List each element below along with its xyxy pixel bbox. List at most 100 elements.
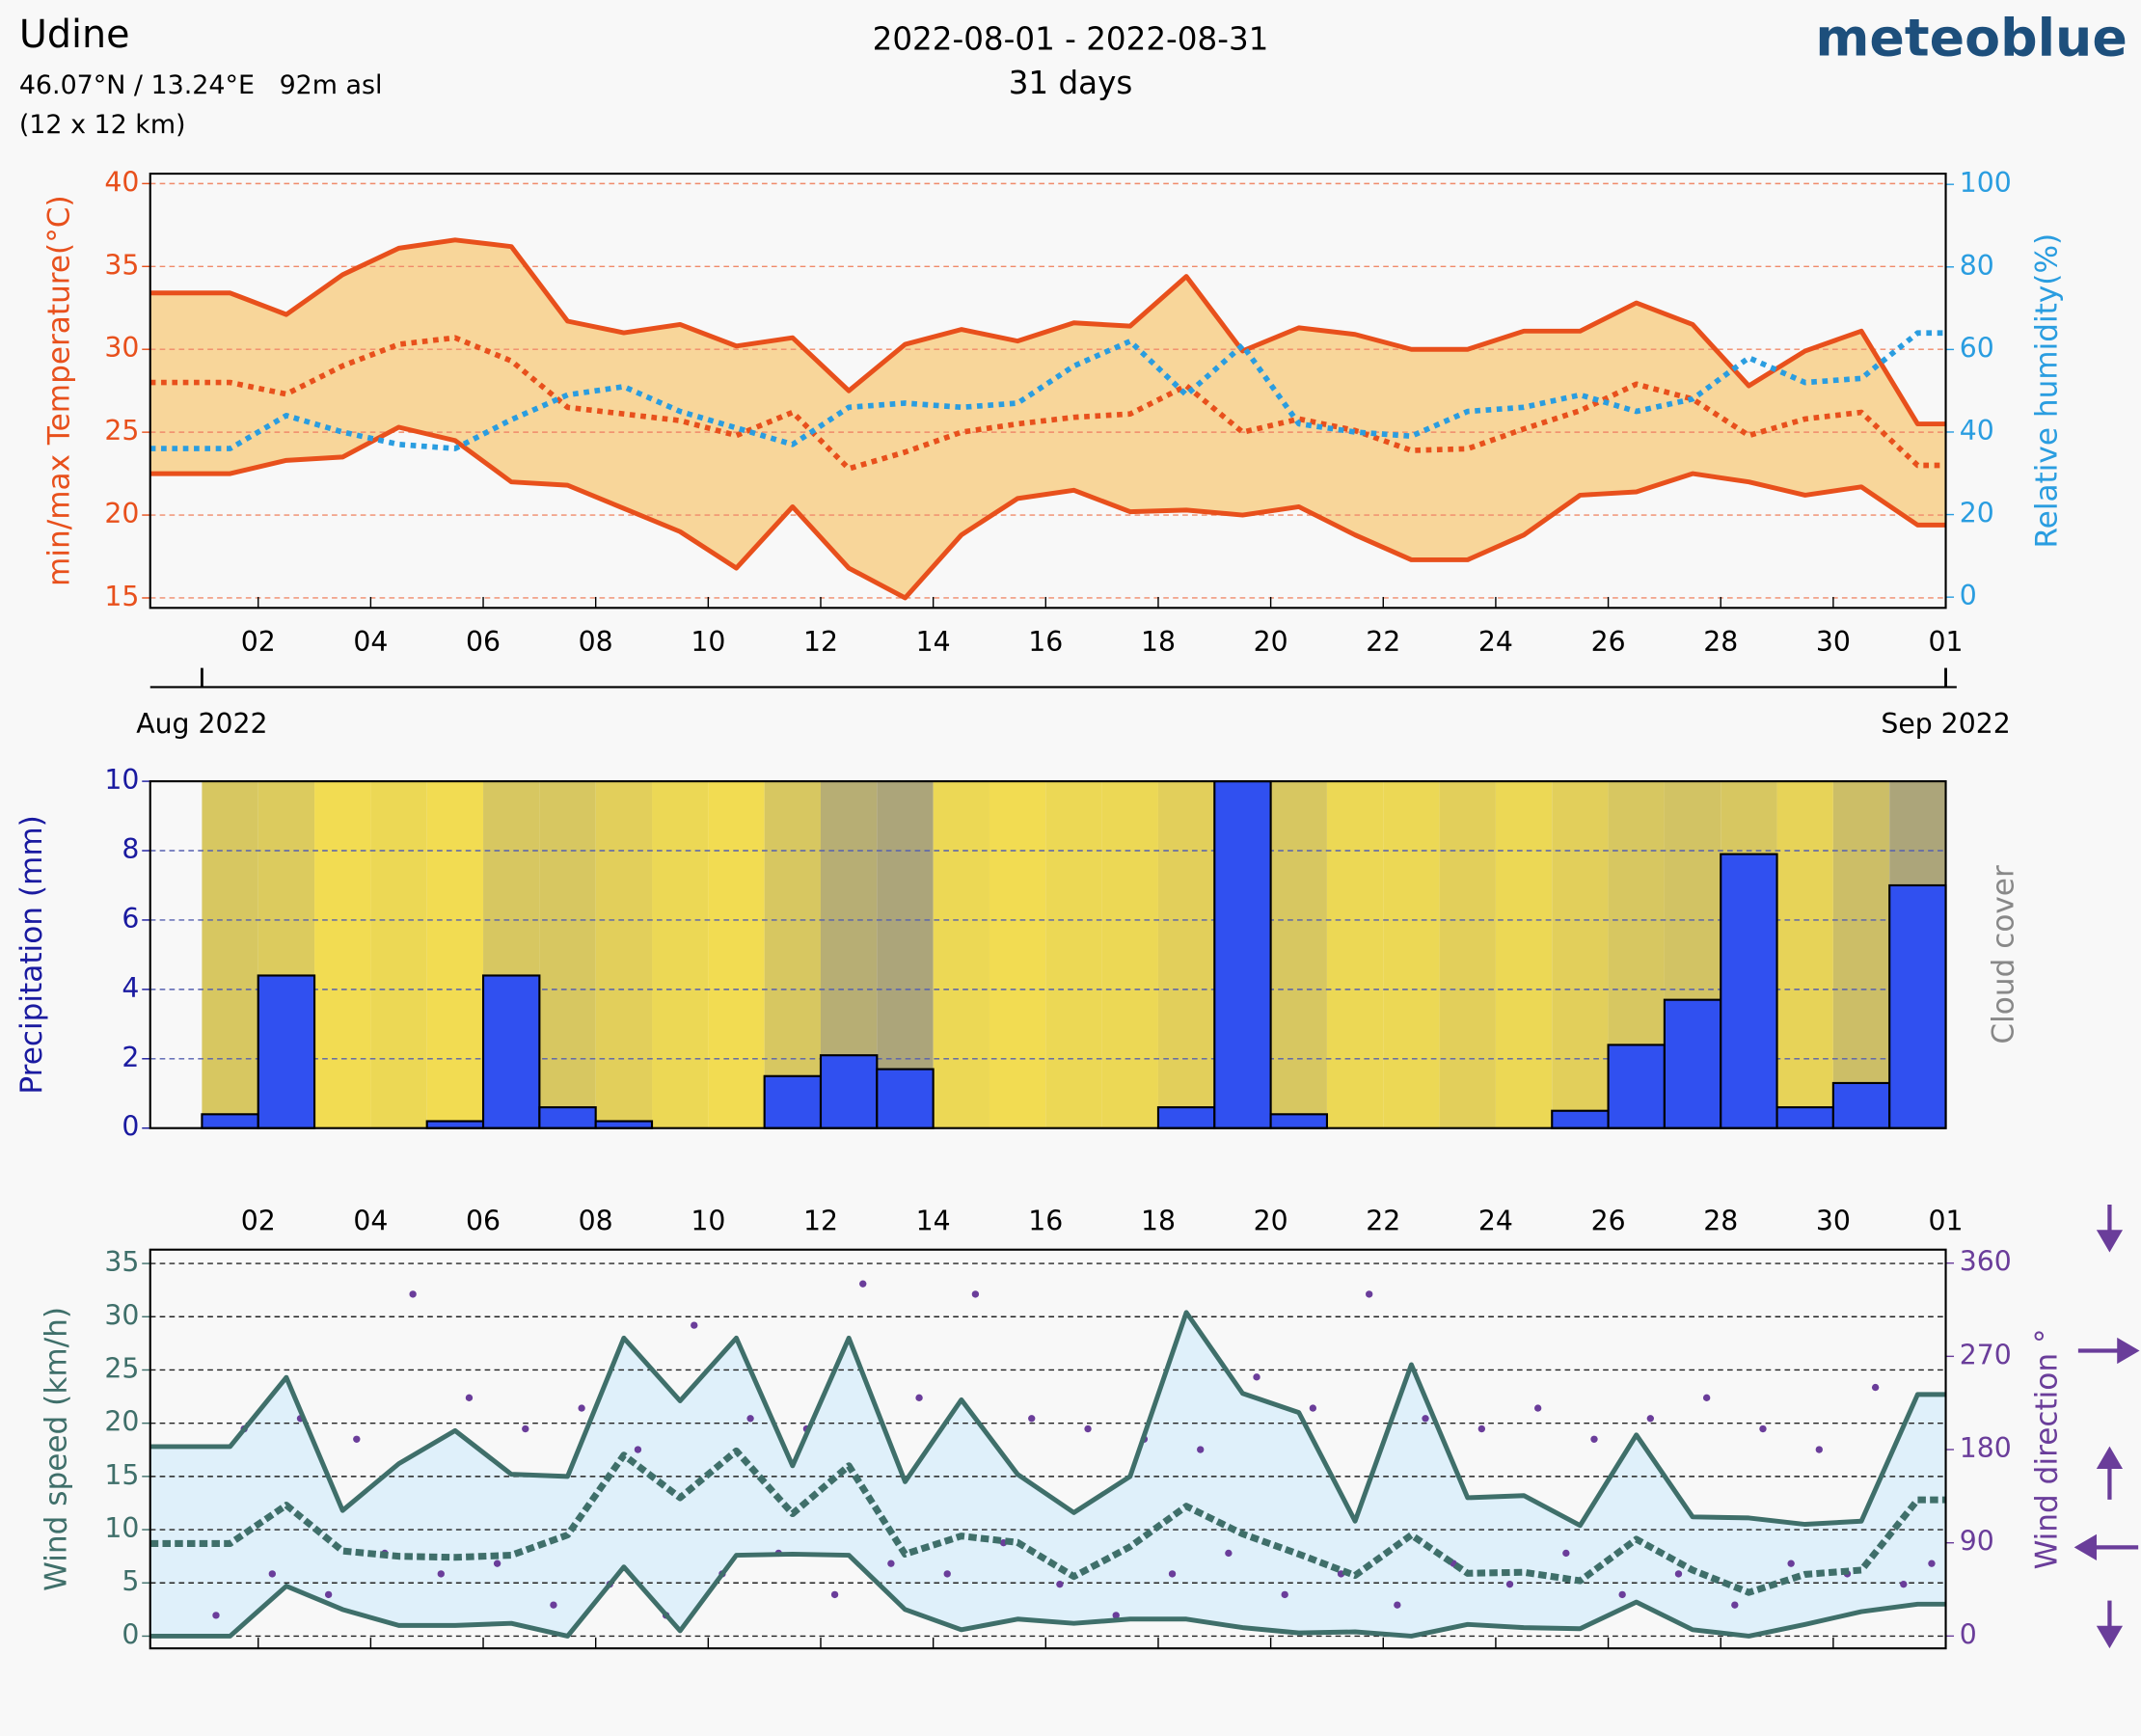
y-tick-label: 15 <box>104 1459 139 1491</box>
wind-direction-point <box>1197 1446 1205 1453</box>
wind-direction-point <box>971 1290 980 1298</box>
wind-direction-point <box>1871 1383 1880 1392</box>
x-tick-label: 12 <box>803 1205 838 1236</box>
x-tick-label: 01 <box>1929 626 1964 658</box>
x-tick-label: 04 <box>353 626 388 658</box>
period: 2022-08-01 - 2022-08-31 <box>873 21 1269 58</box>
location: Udine <box>19 13 130 57</box>
y-axis-label: Wind speed (km/h) <box>39 1307 73 1591</box>
x-tick-label: 24 <box>1478 1205 1513 1236</box>
x-tick-label: 26 <box>1591 626 1626 658</box>
cloud-cover <box>1495 781 1553 1128</box>
wind-direction-point <box>1787 1560 1795 1567</box>
cloud-cover <box>314 781 371 1128</box>
x-tick-label: 20 <box>1254 1205 1288 1236</box>
x-tick-label: 08 <box>579 1205 613 1236</box>
cloud-cover <box>989 781 1046 1128</box>
wind-direction-point <box>1477 1424 1486 1433</box>
wind-direction-point <box>1590 1435 1598 1443</box>
wind-direction-point <box>634 1446 642 1453</box>
grid-size: (12 x 12 km) <box>19 110 186 140</box>
wind-direction-point <box>1928 1560 1936 1567</box>
y2-tick-label: 0 <box>1960 1618 1977 1650</box>
bar <box>481 974 541 1129</box>
day-count: 31 days <box>1009 65 1133 101</box>
wind-direction-point <box>1759 1424 1767 1433</box>
series-line <box>149 424 1946 601</box>
series-line <box>149 330 1946 451</box>
y-tick-label: 2 <box>122 1042 139 1073</box>
wind-direction-point <box>1618 1590 1626 1599</box>
y-tick-label: 15 <box>104 581 139 612</box>
wind-direction-point <box>493 1560 501 1567</box>
y-tick-label: 20 <box>104 1406 139 1438</box>
wind-direction-point <box>1533 1404 1542 1412</box>
bar <box>1213 780 1272 1129</box>
x-tick-label: 20 <box>1254 626 1288 658</box>
bar <box>1720 853 1778 1129</box>
wind-direction-point <box>550 1601 557 1609</box>
wind-direction-point <box>1028 1415 1036 1423</box>
x-tick-label: 12 <box>803 626 838 658</box>
x-tick-label: 10 <box>691 626 725 658</box>
cloud-cover <box>652 781 709 1128</box>
bar <box>1663 998 1722 1129</box>
y-tick-label: 5 <box>122 1565 139 1597</box>
y2-tick-label: 80 <box>1960 250 1994 282</box>
y2-tick-label: 100 <box>1960 167 2012 199</box>
x-tick-label: 28 <box>1703 626 1738 658</box>
wind-direction-point <box>1900 1580 1908 1588</box>
y2-tick-label: 90 <box>1960 1526 1994 1558</box>
direction-arrows <box>2073 1204 2140 1649</box>
cloud-cover <box>1326 781 1384 1128</box>
x-tick-label: 16 <box>1028 626 1063 658</box>
cloud-cover <box>539 781 596 1128</box>
cloud-cover <box>708 781 765 1128</box>
wind-direction-point <box>691 1321 698 1329</box>
wind-direction-point <box>1084 1424 1092 1433</box>
y-tick-label: 10 <box>104 764 139 796</box>
wind-direction-point <box>1731 1601 1739 1609</box>
bar <box>1551 1109 1610 1129</box>
bar <box>201 1113 259 1129</box>
cloud-cover <box>1270 781 1327 1128</box>
x-tick-label: 06 <box>466 1205 501 1236</box>
cloud-cover <box>595 781 653 1128</box>
x-tick-label: 22 <box>1366 1205 1400 1236</box>
cloud-cover <box>1045 781 1102 1128</box>
bar <box>1607 1044 1666 1129</box>
wind-direction-point <box>746 1415 754 1423</box>
y2-tick-label: 0 <box>1960 580 1977 611</box>
x-tick-label: 08 <box>579 626 613 658</box>
bar <box>425 1120 485 1129</box>
wind-direction-point <box>268 1570 276 1578</box>
wind-direction-point <box>1815 1446 1823 1453</box>
y-tick-label: 35 <box>104 249 139 281</box>
y2-tick-label: 40 <box>1960 415 1994 447</box>
wind-direction-point <box>1422 1415 1429 1423</box>
wind-direction-point <box>1646 1415 1655 1423</box>
cloud-cover <box>1439 781 1496 1128</box>
y-tick-label: 25 <box>104 1352 139 1384</box>
wind-direction-point <box>887 1560 895 1567</box>
cloud-cover <box>1552 781 1609 1128</box>
cloud-cover <box>933 781 989 1128</box>
series-line <box>149 1551 1946 1639</box>
y-axis-label: min/max Temperature(°C) <box>41 195 76 586</box>
x-tick-label: 18 <box>1141 1205 1176 1236</box>
bar <box>538 1106 597 1129</box>
wind-direction-point <box>1505 1580 1514 1588</box>
wind-direction-point <box>353 1435 361 1443</box>
y-tick-label: 20 <box>104 498 139 529</box>
bar <box>1831 1081 1891 1129</box>
y-tick-label: 30 <box>104 1299 139 1331</box>
wind-direction-point <box>1056 1580 1064 1588</box>
x-tick-label: 02 <box>241 626 276 658</box>
x-tick-label: 16 <box>1028 1205 1063 1236</box>
panel: 0 2 4 6 8 10 Precipitation (mm) Cloud cover <box>14 764 2020 1143</box>
month-label: Sep 2022 <box>1881 708 2010 740</box>
x-tick-label: 26 <box>1591 1205 1626 1236</box>
wind-direction-point <box>1674 1570 1683 1578</box>
wind-direction-point <box>409 1290 417 1298</box>
